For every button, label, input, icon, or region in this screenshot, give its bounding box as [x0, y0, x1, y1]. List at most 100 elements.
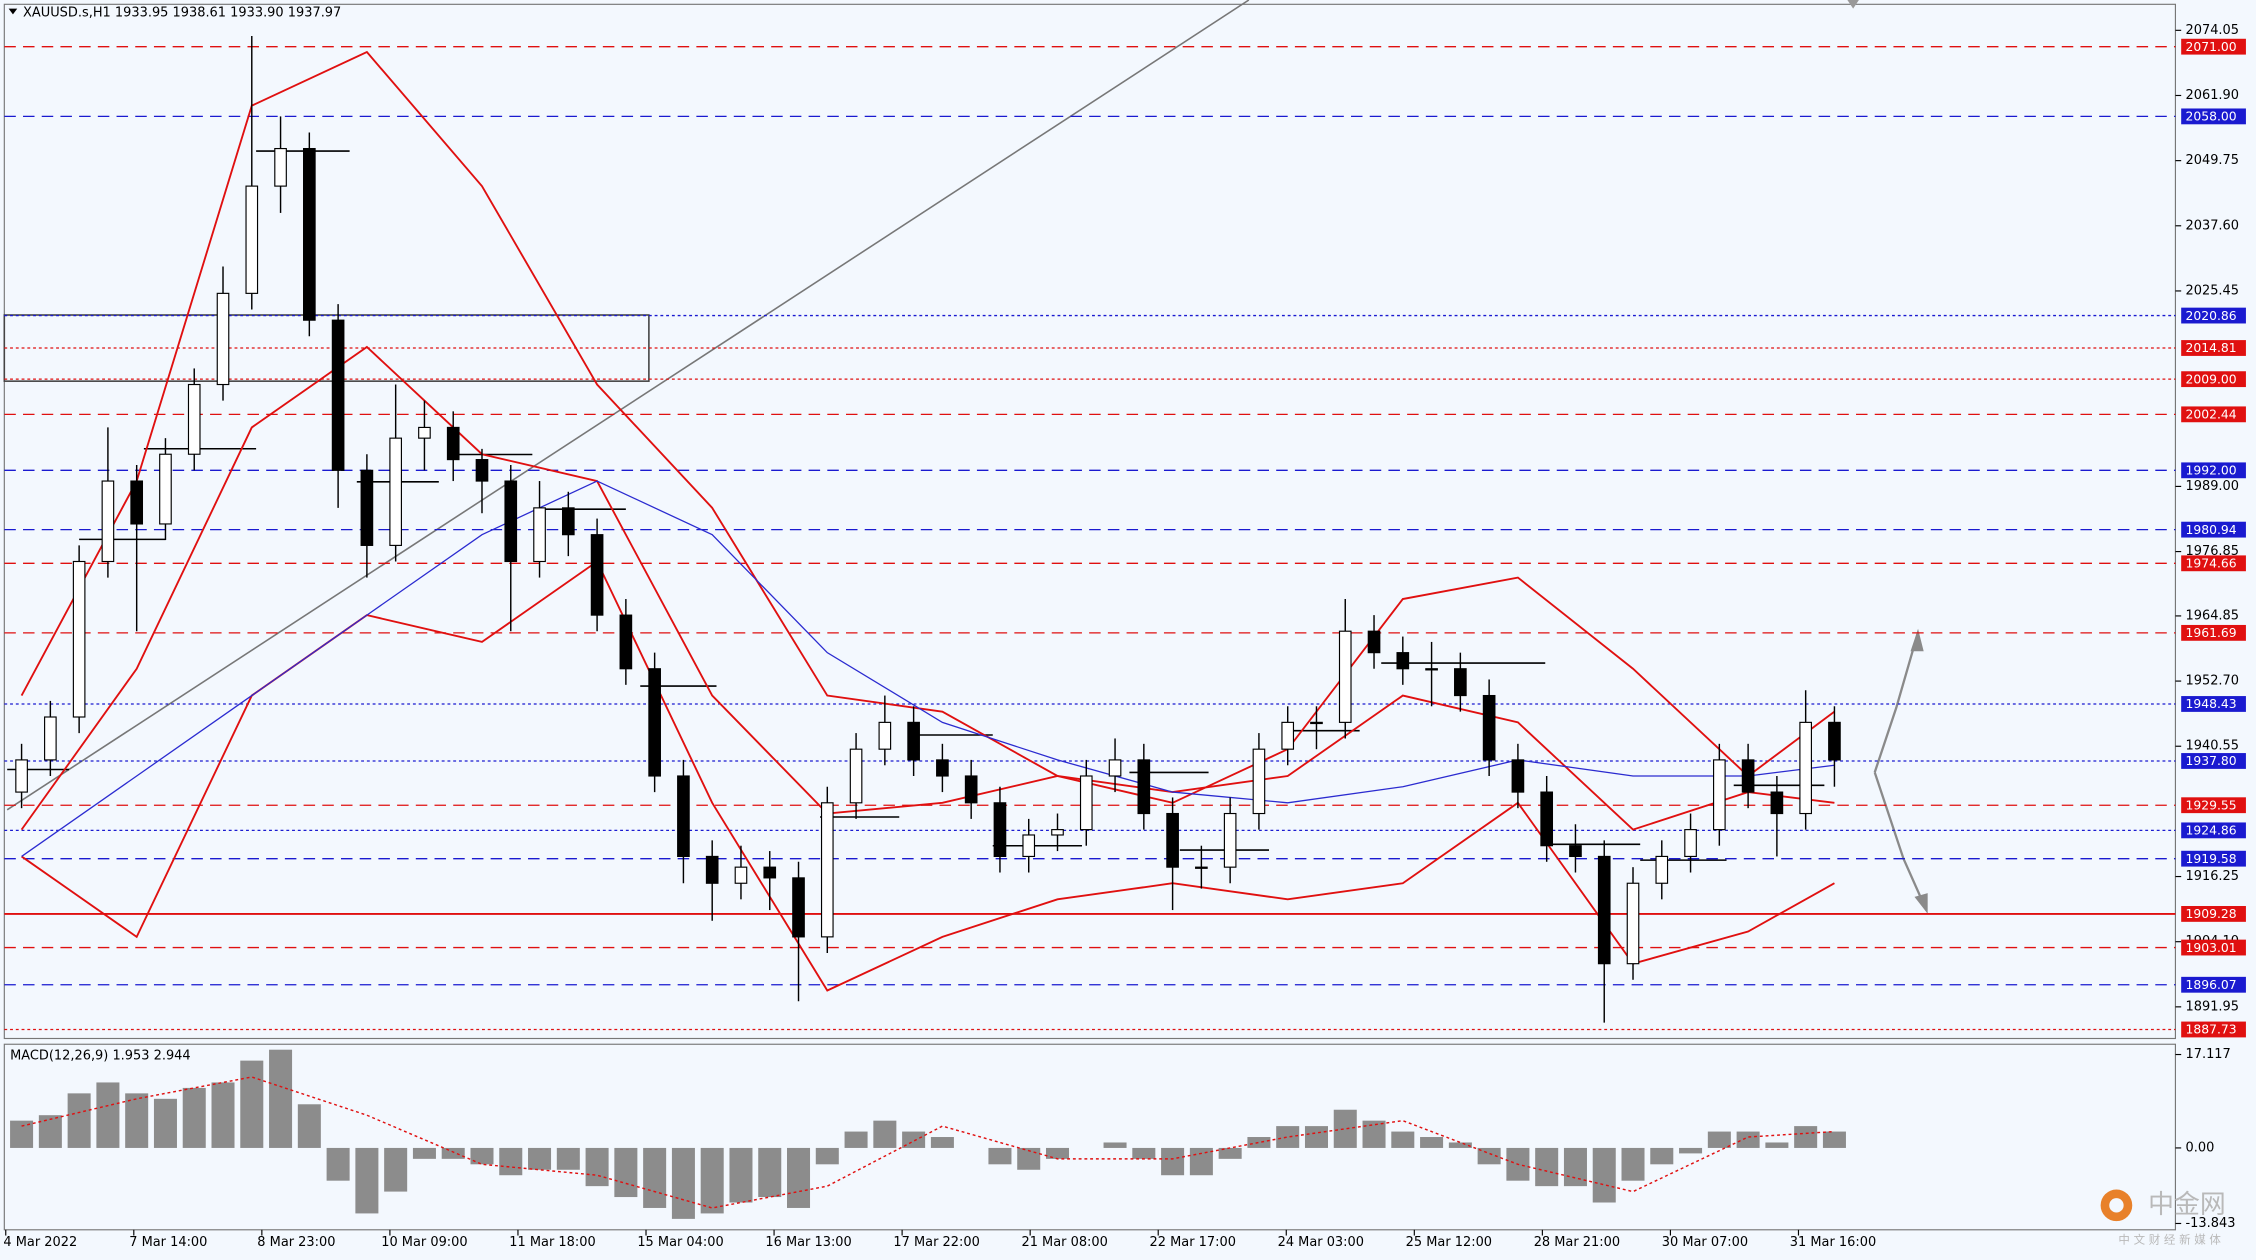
candle-body	[533, 507, 546, 563]
level-label-box	[2181, 797, 2246, 814]
watermark-logo-inner	[2109, 1198, 2124, 1213]
y-tick-label: 1891.95	[2186, 999, 2240, 1014]
x-tick-label: 17 Mar 22:00	[893, 1235, 979, 1250]
macd-bar	[1822, 1131, 1846, 1148]
macd-bar	[326, 1147, 350, 1181]
macd-bar	[556, 1147, 580, 1170]
macd-bar	[614, 1147, 638, 1198]
candle-body	[331, 319, 345, 471]
candle-body	[1310, 721, 1323, 725]
candle-body	[418, 426, 431, 439]
macd-bar	[1535, 1147, 1559, 1187]
macd-bar	[643, 1147, 667, 1208]
x-tick-label: 10 Mar 09:00	[381, 1235, 467, 1250]
macd-bar	[1045, 1147, 1070, 1159]
candle-body	[561, 507, 575, 536]
level-label: 1896.07	[2186, 978, 2237, 992]
candle-body	[648, 668, 661, 777]
overlay-line	[20, 345, 1835, 831]
level-label-box	[2181, 822, 2246, 839]
level-label-box	[2181, 521, 2246, 538]
candle-body	[1281, 721, 1295, 750]
x-tick-label: 25 Mar 12:00	[1406, 1235, 1492, 1250]
y-tick-label: 1964.85	[2186, 608, 2240, 623]
macd-bar	[240, 1060, 264, 1148]
candle-body	[504, 480, 518, 563]
macd-bar	[585, 1147, 609, 1187]
x-tick-label: 8 Mar 23:00	[257, 1235, 335, 1250]
watermark: 中金网 中 文 财 经 新 媒 体	[2100, 1189, 2226, 1246]
macd-bar	[787, 1147, 811, 1208]
candle-body	[1713, 759, 1726, 831]
candle-body	[1108, 759, 1122, 777]
candle-body	[101, 480, 115, 563]
y-tick-label: 2074.05	[2186, 23, 2240, 38]
candle-body	[590, 534, 604, 616]
macd-bar	[671, 1147, 695, 1219]
macd-bar	[1391, 1131, 1415, 1148]
level-label: 2071.00	[2186, 40, 2237, 54]
macd-bar	[182, 1087, 206, 1148]
candle-body	[763, 866, 777, 879]
main-panel	[3, 3, 2177, 1040]
macd-bar	[1189, 1147, 1213, 1176]
candle-body	[1799, 721, 1812, 815]
candle-body	[1338, 630, 1352, 723]
macd-title: MACD(12,26,9) 1.953 2.944	[10, 1048, 191, 1063]
y-tick-label: 1940.55	[2186, 739, 2240, 754]
candle-body	[1367, 630, 1381, 654]
candle-body	[936, 759, 949, 777]
level-label-box	[2181, 307, 2246, 324]
macd-bar	[1333, 1109, 1357, 1148]
candle-body	[964, 775, 978, 804]
level-label-box	[2181, 753, 2246, 769]
macd-bar	[1621, 1147, 1645, 1181]
level-label: 1937.80	[2186, 754, 2237, 768]
level-label-box	[2181, 1021, 2246, 1038]
macd-bar	[38, 1115, 62, 1148]
candle-body	[72, 560, 86, 718]
y-tick-label: 1952.70	[2186, 674, 2240, 689]
level-label: 1924.86	[2186, 824, 2237, 838]
macd-bar	[1765, 1142, 1789, 1148]
macd-bar	[1563, 1147, 1587, 1187]
candle-body	[44, 716, 57, 761]
candle-body	[878, 721, 892, 750]
level-label-box	[2181, 696, 2246, 712]
macd-bar	[1132, 1147, 1156, 1159]
candle-body	[849, 748, 863, 804]
level-label-box	[2181, 406, 2246, 423]
y-tick-label: 2037.60	[2186, 218, 2240, 233]
macd-bar	[700, 1147, 724, 1214]
candle-body	[1540, 791, 1554, 847]
candle-body	[1022, 834, 1036, 858]
candle-body	[130, 480, 144, 525]
macd-y-tick-label: 17.117	[2186, 1047, 2231, 1062]
level-label-box	[2181, 976, 2246, 993]
level-label-box	[2181, 906, 2246, 922]
watermark-sub: 中 文 财 经 新 媒 体	[2118, 1232, 2221, 1246]
macd-bar	[153, 1098, 177, 1148]
macd-bar	[1794, 1126, 1818, 1148]
macd-bar	[1017, 1147, 1041, 1170]
level-label: 1974.66	[2186, 557, 2237, 571]
candle-body	[993, 802, 1007, 858]
title-icon	[8, 8, 18, 15]
chart-title: XAUUSD.s,H1 1933.95 1938.61 1933.90 1937…	[23, 5, 341, 20]
level-label: 2002.44	[2186, 408, 2237, 422]
level-label: 2014.81	[2186, 341, 2237, 355]
candle-body	[792, 877, 805, 938]
macd-bar	[1103, 1142, 1127, 1148]
macd-bar	[930, 1137, 954, 1148]
macd-bar	[815, 1147, 839, 1165]
macd-bar	[1276, 1126, 1300, 1148]
candle-body	[1137, 759, 1151, 815]
candle-body	[1454, 668, 1467, 697]
x-tick-label: 7 Mar 14:00	[129, 1235, 207, 1250]
level-label: 1887.73	[2186, 1023, 2237, 1037]
candle-body	[15, 759, 28, 793]
level-label: 2009.00	[2186, 372, 2237, 386]
candle-body	[1051, 829, 1064, 836]
level-label: 1980.94	[2186, 523, 2237, 537]
